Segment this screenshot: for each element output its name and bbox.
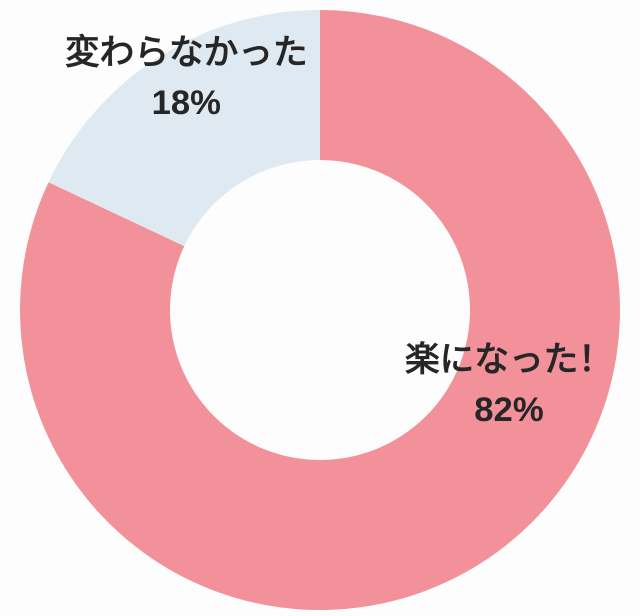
donut-chart: 楽になった！ 82% 変わらなかった 18%: [0, 0, 640, 616]
slice-label-secondary-percent: 18%: [65, 78, 308, 128]
slice-label-primary: 楽になった！ 82%: [405, 335, 613, 436]
slice-label-primary-percent: 82%: [405, 385, 613, 435]
slice-label-secondary: 変わらなかった 18%: [65, 28, 308, 129]
slice-label-primary-text: 楽になった！: [405, 335, 613, 385]
slice-label-secondary-text: 変わらなかった: [65, 28, 308, 78]
